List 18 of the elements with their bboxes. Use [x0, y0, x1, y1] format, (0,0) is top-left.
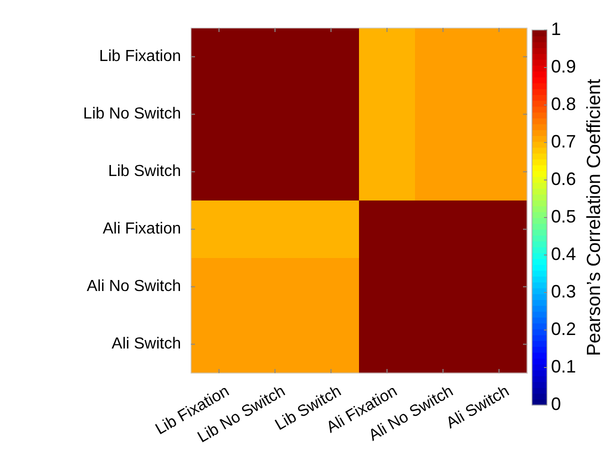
- color-bar-label: 0.9: [551, 56, 576, 76]
- color-bar-label: 0.3: [551, 281, 576, 302]
- color-bar-label: 0.1: [551, 356, 576, 376]
- color-bar-label: 0.5: [551, 206, 576, 226]
- color-bar-label: 0.2: [551, 318, 576, 339]
- y-tick-label: Lib Switch: [108, 162, 181, 180]
- color-bar-label: 0.8: [551, 94, 576, 114]
- color-bar-label: 0: [551, 394, 562, 414]
- y-tick-label: Ali Fixation: [102, 220, 181, 238]
- color-bar-label: 0.6: [551, 168, 576, 189]
- color-bar-label: 0.7: [551, 131, 576, 152]
- color-bar-label: 0.4: [551, 244, 576, 264]
- color-bar-label: 1: [551, 18, 562, 39]
- y-tick-label: Lib No Switch: [83, 105, 181, 122]
- color-bar-title: Pearson’s Correlation Coefficient: [584, 78, 605, 356]
- y-tick-label: Ali No Switch: [86, 278, 181, 295]
- y-tick-label: Lib Fixation: [99, 48, 181, 65]
- y-tick-label: Ali Switch: [112, 335, 181, 352]
